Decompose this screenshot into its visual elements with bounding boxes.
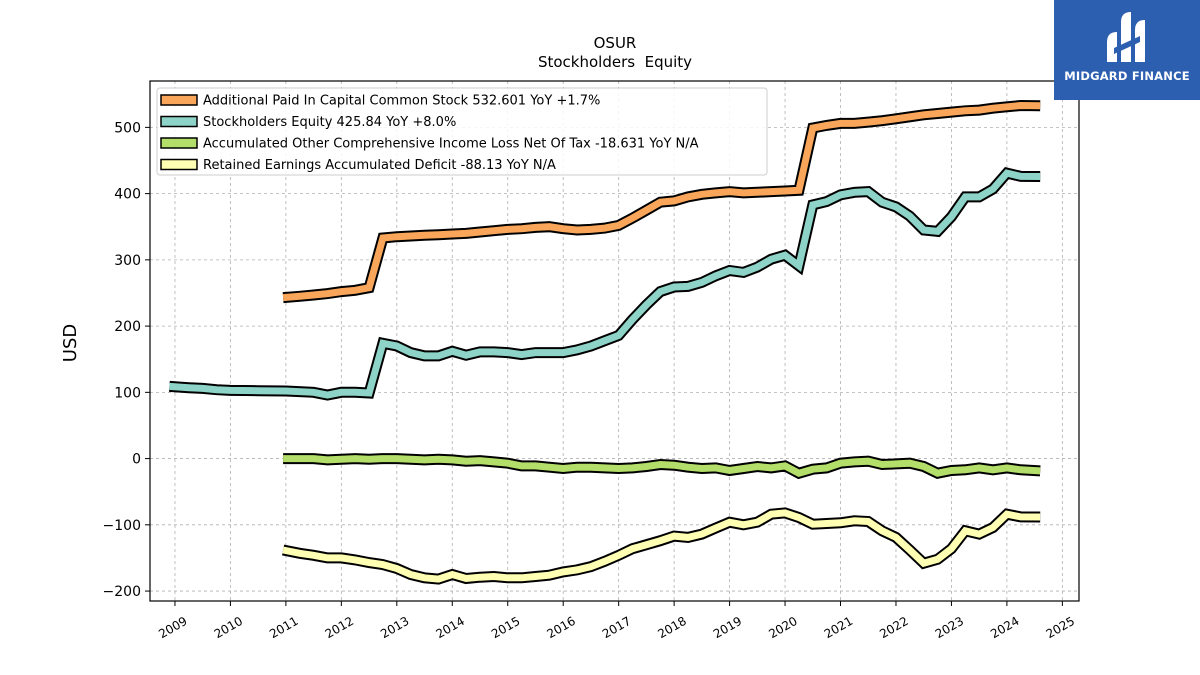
y-axis-label: USD xyxy=(60,324,81,362)
legend-entry-label: Stockholders Equity 425.84 YoY +8.0% xyxy=(203,115,456,130)
y-tick-label: 300 xyxy=(114,253,141,269)
x-tick-label: 2019 xyxy=(711,614,744,641)
series-line xyxy=(282,509,1041,583)
series-line xyxy=(169,169,1041,399)
x-tick-label: 2009 xyxy=(156,614,189,641)
x-tick-label: 2012 xyxy=(323,614,356,641)
legend-swatch xyxy=(160,115,198,128)
x-tick-label: 2014 xyxy=(434,614,467,641)
x-tick-label: 2017 xyxy=(600,614,633,641)
y-tick-label: 200 xyxy=(114,319,141,335)
x-tick-label: 2020 xyxy=(766,614,799,641)
chart-title: OSUR xyxy=(594,34,637,52)
legend-swatch xyxy=(160,158,198,171)
x-tick-label: 2011 xyxy=(267,614,300,641)
y-tick-label: 400 xyxy=(114,187,141,203)
x-tick-label: 2022 xyxy=(877,614,910,641)
series-line-outline xyxy=(169,166,1041,401)
legend: Additional Paid In Capital Common Stock … xyxy=(156,87,768,176)
series-line xyxy=(283,455,1041,477)
series-layer xyxy=(169,99,1041,585)
legend-entry-label: Accumulated Other Comprehensive Income L… xyxy=(203,137,699,152)
x-tick-label: 2016 xyxy=(544,614,577,641)
x-tick-label: 2025 xyxy=(1044,614,1077,641)
legend-entry-label: Retained Earnings Accumulated Deficit -8… xyxy=(203,158,556,173)
logo-text: MIDGARD FINANCE xyxy=(1064,69,1190,83)
x-tick-label: 2018 xyxy=(655,614,688,641)
midgard-finance-logo: MIDGARD FINANCE xyxy=(1054,0,1200,100)
x-tick-label: 2023 xyxy=(933,614,966,641)
x-tick-label: 2021 xyxy=(822,614,855,641)
y-tick-label: 500 xyxy=(114,120,141,136)
series-2 xyxy=(169,166,1041,401)
y-tick-label: 100 xyxy=(114,385,141,401)
legend-box xyxy=(156,87,768,176)
y-tick-label: 0 xyxy=(132,452,141,468)
series-3 xyxy=(283,453,1041,480)
legend-swatch xyxy=(160,137,198,149)
series-4 xyxy=(282,507,1041,585)
y-tick-label: −100 xyxy=(103,518,141,534)
legend-entry-label: Additional Paid In Capital Common Stock … xyxy=(203,94,600,109)
x-tick-label: 2013 xyxy=(378,614,411,641)
series-1 xyxy=(282,99,1041,304)
chart-subtitle: Stockholders Equity xyxy=(538,53,692,71)
x-tick-label: 2024 xyxy=(988,614,1021,641)
y-tick-label: −200 xyxy=(103,584,141,600)
plot-frame xyxy=(149,80,1080,602)
logo-mark-icon xyxy=(1107,12,1145,62)
x-tick-label: 2010 xyxy=(212,614,245,641)
legend-swatch xyxy=(160,94,198,106)
x-tick-label: 2015 xyxy=(489,614,522,641)
series-line xyxy=(282,101,1041,302)
